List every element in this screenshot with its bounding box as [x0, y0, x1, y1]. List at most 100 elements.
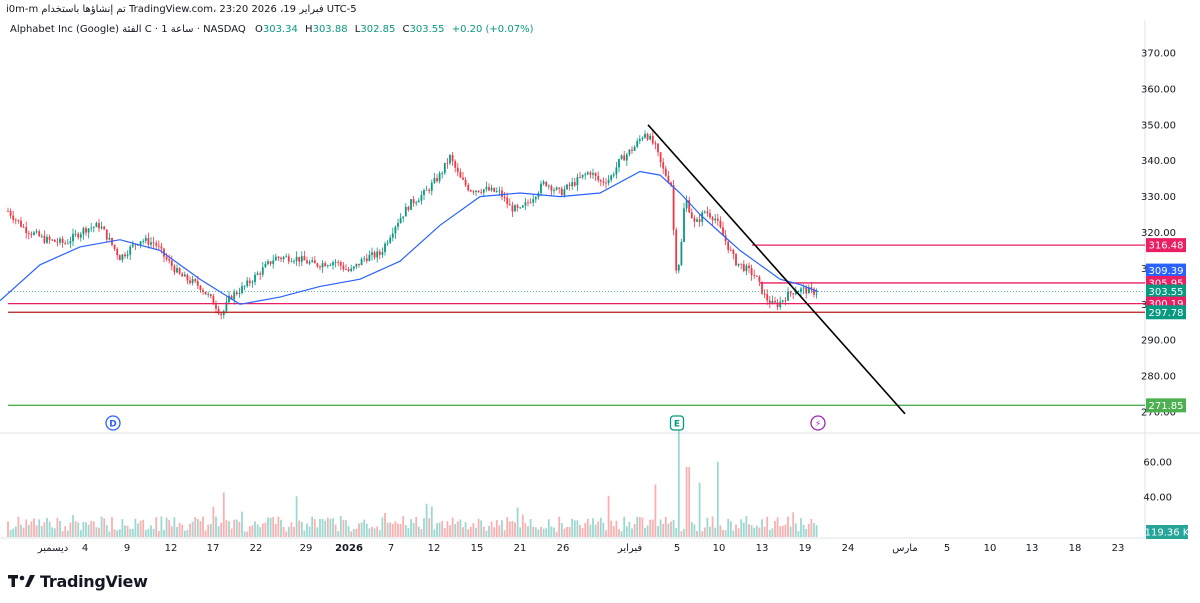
candle-body	[269, 261, 272, 264]
candle-body	[272, 260, 275, 264]
candle-body	[618, 159, 620, 168]
volume-bar	[176, 526, 178, 537]
volume-bar	[111, 517, 113, 537]
candle-body	[807, 287, 810, 294]
candle-body	[399, 218, 402, 224]
candle-body	[241, 286, 243, 294]
candle-body	[202, 290, 204, 292]
volume-bar	[220, 522, 223, 537]
volume-bar	[667, 523, 670, 537]
candle-body	[511, 205, 514, 212]
volume-bar	[451, 517, 454, 537]
volume-bar	[64, 526, 67, 537]
candle-body	[326, 265, 329, 267]
candle-body	[620, 155, 623, 160]
volume-bar	[597, 521, 600, 537]
trendline[interactable]	[647, 124, 906, 415]
candle-body	[423, 190, 425, 196]
candle-body	[594, 173, 597, 176]
candle-body	[750, 268, 753, 276]
volume-bar	[124, 525, 126, 537]
open-value: 303.34	[262, 24, 298, 35]
candle-body	[56, 241, 59, 243]
volume-bar	[298, 520, 301, 537]
candle-body	[654, 143, 657, 145]
candle-body	[664, 168, 667, 176]
volume-bar	[508, 521, 511, 537]
volume-bar	[404, 525, 407, 537]
candle-body	[334, 261, 337, 263]
candle-body	[181, 273, 184, 277]
volume-bar	[693, 524, 696, 537]
candle-body	[745, 265, 748, 272]
candle-body	[69, 241, 72, 244]
volume-bar	[469, 526, 472, 537]
candle-body	[389, 237, 392, 243]
price-tick-label: 350.00	[1141, 120, 1176, 131]
volume-bar	[724, 530, 727, 537]
candle-body	[204, 291, 207, 295]
candle-body	[631, 149, 633, 151]
volume-bar	[243, 531, 246, 537]
volume-bar	[33, 518, 35, 537]
volume-bar	[165, 517, 168, 537]
volume-bar	[657, 526, 659, 537]
volume-bar	[108, 531, 111, 537]
candle-body	[732, 250, 735, 255]
volume-bar	[241, 511, 243, 537]
candle-body	[222, 311, 225, 316]
volume-bar	[628, 521, 631, 537]
volume-bar	[501, 520, 503, 537]
candle-body	[313, 260, 316, 264]
price-tick-label: 360.00	[1141, 84, 1176, 95]
earnings-marker	[669, 415, 685, 431]
price-badge	[1146, 284, 1186, 299]
volume-bar	[217, 526, 220, 537]
candle-body	[378, 251, 381, 255]
volume-bar	[462, 527, 464, 537]
candle-body	[680, 241, 683, 265]
volume-tick-label: 40.00	[1143, 493, 1172, 504]
candle-body	[384, 243, 386, 253]
volume-bar	[417, 526, 420, 537]
volume-bar	[646, 525, 649, 537]
volume-bar	[755, 525, 758, 537]
volume-bar	[126, 525, 129, 537]
volume-bar	[329, 518, 332, 537]
volume-bar	[438, 522, 441, 537]
price-tick-label: 370.00	[1141, 49, 1176, 60]
volume-bar	[454, 523, 457, 537]
candle-body	[560, 188, 563, 196]
price-axis[interactable]: 270.00280.00290.00300.00310.00320.00330.…	[1141, 49, 1176, 419]
volume-bar	[792, 512, 795, 537]
candle-body	[46, 237, 48, 243]
time-tick-label: ديسمبر	[37, 543, 68, 554]
candle-body	[12, 215, 15, 220]
volume-bar	[113, 529, 116, 537]
volume-bar	[446, 521, 449, 537]
candle-body	[740, 263, 743, 265]
candle-body	[358, 263, 360, 266]
candle-body	[467, 184, 470, 191]
price-badge-label: 271.85	[1149, 401, 1184, 412]
brand-name: TradingView	[40, 571, 148, 591]
volume-bar	[800, 518, 802, 537]
candle-body	[350, 268, 353, 272]
time-tick-label: 26	[557, 543, 570, 554]
volume-bar	[506, 517, 509, 537]
volume-bar	[339, 516, 342, 537]
candle-body	[456, 167, 459, 172]
candle-body	[355, 263, 358, 267]
snapshot-info: i0m-m تم إنشاؤها باستخدام TradingView.co…	[6, 4, 357, 15]
time-axis[interactable]: ديسمبر 4 9 12 17 22 29 2026 7 12 15 21 26 فبراير 5 10 13…	[37, 543, 1125, 554]
tradingview-logo-icon	[8, 575, 35, 587]
candle-body	[147, 237, 150, 245]
candle-body	[766, 294, 769, 301]
candle-body	[287, 256, 290, 262]
candle-body	[230, 295, 233, 300]
candle-body	[412, 199, 415, 204]
time-tick-label: 12	[165, 543, 178, 554]
tradingview-brand[interactable]: TradingView	[8, 570, 148, 592]
volume-bar	[345, 520, 347, 537]
